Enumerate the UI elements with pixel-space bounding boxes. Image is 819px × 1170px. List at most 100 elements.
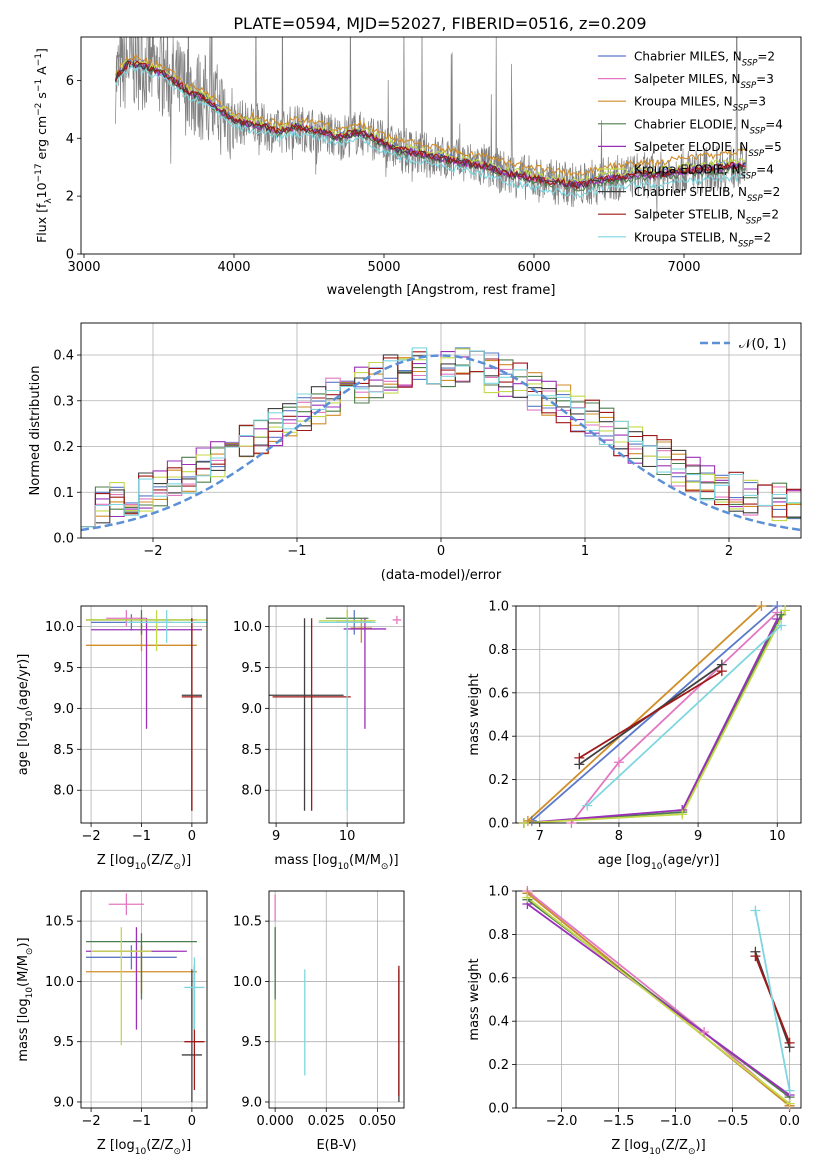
legend-model-name: Chabrier ELODIE, N (634, 117, 750, 131)
x-tick-label: −1 (287, 544, 306, 559)
label-part: 10 (135, 1147, 147, 1157)
y-tick-label: 4 (66, 132, 74, 147)
y-tick-label: 9.0 (53, 702, 74, 717)
y-tick-label: 10.0 (233, 975, 262, 990)
plot-area-weight_vs_age (516, 606, 801, 823)
label-part: 10 (338, 862, 350, 872)
legend-entry-8: Kroupa STELIB, NSSP=2 (634, 230, 771, 249)
gaussian-curve (81, 354, 801, 532)
label-part: (Z/Z (146, 853, 173, 868)
label-part: ⊙ (381, 862, 389, 872)
label-part: ⊙ (688, 1147, 696, 1157)
x-tick-label: 1 (581, 544, 589, 559)
x-axis-label: Z [log10(Z/Z⊙)] (97, 1138, 191, 1157)
legend-model-name: Salpeter MILES, N (634, 72, 741, 86)
label-part: ] (34, 48, 49, 53)
label-part: )] (181, 1138, 191, 1153)
x-tick-label: 0 (188, 1114, 196, 1129)
x-axis-label: (data-model)/error (381, 568, 502, 583)
y-tick-label: 0.0 (53, 532, 74, 547)
weight-marker-7-0 (574, 752, 585, 763)
x-tick-label: 7 (536, 829, 544, 844)
x-axis-label: E(B-V) (316, 1138, 356, 1153)
weight-marker-2-1 (756, 601, 767, 611)
axes-frame (515, 605, 802, 824)
x-tick-label: −0.5 (717, 1114, 749, 1129)
y-axis-label: Flux [fλ10−17 erg cm−2 s−1 A−1] (34, 48, 54, 243)
y-tick-label: 0.4 (53, 349, 74, 364)
x-tick-label: 0 (188, 829, 196, 844)
x-tick-label: 9 (272, 829, 280, 844)
label-part: (age/yr)] (16, 654, 31, 711)
label-part: mass [log (274, 853, 337, 868)
y-tick-label: 0.0 (488, 817, 509, 832)
x-axis-label: wavelength [Angstrom, rest frame] (327, 283, 556, 298)
y-tick-label: 9.5 (53, 661, 74, 676)
y-tick-label: 9.0 (241, 702, 262, 717)
label-part: ⊙ (25, 948, 35, 956)
legend-nssp: =5 (764, 140, 782, 154)
weight-marker-4-2 (772, 614, 783, 625)
x-axis-label: mass [log10(M/M⊙)] (274, 853, 398, 872)
panel-residuals: −2 −1 0 1 2 0.0 0.1 0.2 0.3 0.4 𝒩(0, 1) (data-model… (28, 322, 802, 583)
x-axis-label: Z [log10(Z/Z⊙)] (97, 853, 191, 872)
legend-ssp-sub: SSP (746, 217, 762, 227)
legend-entry-5: Kroupa ELODIE, NSSP=4 (634, 163, 774, 182)
y-tick-label: 0.6 (488, 971, 509, 986)
legend-model-name: Kroupa STELIB, N (634, 230, 738, 244)
panel-mass_vs_z: −2 −1 09.09.510.010.5Z [log10(Z/Z⊙)]mass [… (16, 890, 208, 1157)
legend-model-name: Salpeter ELODIE, N (634, 140, 748, 154)
axes-frame (515, 890, 802, 1109)
y-tick-label: 10.5 (45, 915, 74, 930)
y-tick-label: 8.0 (241, 784, 262, 799)
axes-frame (80, 890, 208, 1109)
legend-entry-3: Chabrier ELODIE, NSSP=4 (634, 117, 783, 136)
y-tick-label: 0.1 (53, 486, 74, 501)
legend-entry-1: Salpeter MILES, NSSP=3 (634, 72, 774, 91)
legend-entry-6: Chabrier STELIB, NSSP=2 (634, 185, 780, 204)
x-tick-label: 0.0 (779, 1114, 800, 1129)
panel-mass_vs_ebv: 0.000 0.025 0.050 9.0 9.5 10.0 10.5 E(B-V) (233, 890, 405, 1153)
x-tick-label: 0.000 (257, 1114, 294, 1129)
weight-marker-5-0 (518, 818, 529, 828)
axes-frame (80, 605, 208, 824)
legend-ssp-sub: SSP (750, 126, 766, 136)
observed-spectrum (115, 37, 748, 217)
y-tick-label: 9.5 (241, 661, 262, 676)
y-tick-label: 9.5 (241, 1035, 262, 1050)
label-part: 10 (34, 182, 49, 198)
weight-line-7 (578, 670, 723, 759)
weight-marker-8-0 (750, 905, 761, 916)
weight-marker-5-2 (780, 605, 791, 616)
x-tick-label: −2.0 (546, 1114, 578, 1129)
weight-line-8 (586, 624, 782, 807)
gaussian-legend-label: 𝒩(0, 1) (739, 337, 786, 352)
label-part: ⊙ (173, 1147, 181, 1157)
x-tick-label: −2 (81, 829, 100, 844)
label-part: age [log (16, 722, 31, 775)
label-part: −17 (34, 163, 44, 182)
x-tick-label: −1.5 (603, 1114, 635, 1129)
y-axis-label: mass weight (467, 673, 482, 755)
legend-nssp: =2 (763, 185, 781, 199)
x-tick-label: 6000 (517, 260, 550, 275)
y-tick-label: 10.0 (45, 620, 74, 635)
y-tick-label: 0.0 (488, 1102, 509, 1117)
x-tick-label: 0 (437, 544, 445, 559)
legend-model-name: Chabrier STELIB, N (634, 185, 747, 199)
legend-nssp: =3 (756, 72, 774, 86)
y-tick-label: 10.5 (233, 915, 262, 930)
axes-frame (268, 890, 405, 1109)
x-tick-label: 3000 (67, 260, 100, 275)
label-part: 10 (25, 710, 35, 722)
x-tick-label: −1.0 (660, 1114, 692, 1129)
weight-marker-8-0 (582, 800, 593, 811)
y-tick-label: 0.2 (53, 440, 74, 455)
x-tick-label: 9 (694, 829, 702, 844)
y-tick-label: 0.2 (488, 773, 509, 788)
weight-line-0 (531, 606, 778, 822)
legend-nssp: =3 (748, 95, 766, 109)
y-tick-label: 0.3 (53, 394, 74, 409)
label-part: )] (388, 853, 398, 868)
legend-ssp-sub: SSP (742, 59, 758, 69)
